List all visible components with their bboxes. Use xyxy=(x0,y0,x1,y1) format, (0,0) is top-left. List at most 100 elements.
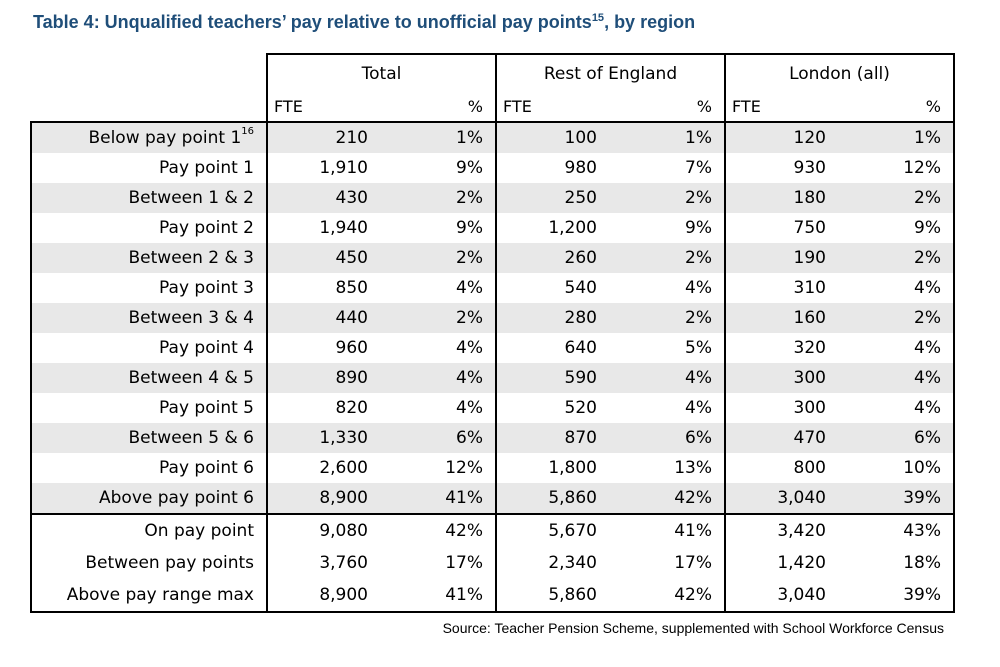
row-label: Above pay point 6 xyxy=(30,483,267,514)
fte-cell: 2,340 xyxy=(495,547,601,579)
pct-cell: 43% xyxy=(830,513,955,547)
pct-cell: 4% xyxy=(372,363,496,393)
pct-cell: 2% xyxy=(372,303,496,333)
fte-cell: 960 xyxy=(266,333,372,363)
row-label-text: Between 3 & 4 xyxy=(128,308,254,328)
pct-cell: 2% xyxy=(830,183,955,213)
pct-cell: 9% xyxy=(685,218,712,238)
table-row: Pay point 4 960 4% 640 5% 320 4% xyxy=(30,333,955,363)
pct-cell: 2% xyxy=(830,243,955,273)
row-label: Between 2 & 3 xyxy=(30,243,267,273)
fte-cell: 310 xyxy=(724,273,830,303)
fte-header: FTE xyxy=(266,93,372,122)
table-row: Pay point 6 2,600 12% 1,800 13% 800 10% xyxy=(30,453,955,483)
fte-cell: 100 xyxy=(495,121,601,153)
group-header-london: London (all) xyxy=(724,53,955,93)
pct-cell: 9% xyxy=(456,218,483,238)
pct-cell: 13% xyxy=(674,458,712,478)
group-header-rest-of-england: Rest of England xyxy=(495,53,725,93)
fte-cell: 320 xyxy=(724,333,830,363)
fte-cell: 250 xyxy=(495,183,601,213)
pct-cell: 4% xyxy=(830,333,955,363)
fte-cell: 260 xyxy=(495,243,601,273)
fte-cell: 590 xyxy=(495,363,601,393)
fte-cell: 430 xyxy=(266,183,372,213)
fte-cell: 930 xyxy=(724,153,830,183)
footnote-ref: 16 xyxy=(241,126,254,138)
fte-cell: 1,910 xyxy=(266,153,372,183)
row-label-text: On pay point xyxy=(144,521,254,541)
fte-cell: 850 xyxy=(266,273,372,303)
row-label: Between pay points xyxy=(30,547,267,579)
group-header-total: Total xyxy=(266,53,496,93)
fte-cell: 280 xyxy=(495,303,601,333)
row-label: Pay point 6 xyxy=(30,453,267,483)
fte-cell: 3,420 xyxy=(724,513,830,547)
pct-cell: 17% xyxy=(445,553,483,573)
pct-cell: 9% xyxy=(456,158,483,178)
pct-cell: 6% xyxy=(372,423,496,453)
table-row: Between 3 & 4 440 2% 280 2% 160 2% xyxy=(30,303,955,333)
row-label: Below pay point 116 xyxy=(30,121,267,153)
pct-cell: 2% xyxy=(601,183,725,213)
pct-cell: 4% xyxy=(456,398,483,418)
pct-cell: 2% xyxy=(372,183,496,213)
row-label: Pay point 2 xyxy=(30,213,267,243)
row-label-text: Pay point 4 xyxy=(159,338,254,358)
group-header-row: Total Rest of England London (all) xyxy=(31,53,955,93)
pct-cell: 39% xyxy=(830,579,955,613)
fte-cell: 890 xyxy=(266,363,372,393)
pct-cell: 2% xyxy=(372,243,496,273)
table-title: Table 4: Unqualified teachers’ pay relat… xyxy=(33,12,695,33)
row-label-text: Between 5 & 6 xyxy=(128,428,254,448)
fte-cell: 8,900 xyxy=(266,579,372,613)
pct-cell: 4% xyxy=(685,398,712,418)
fte-cell: 980 xyxy=(495,153,601,183)
pct-cell: 4% xyxy=(456,338,483,358)
row-label-text: Below pay point 1 xyxy=(88,128,242,148)
row-label: Pay point 1 xyxy=(30,153,267,183)
fte-cell: 190 xyxy=(724,243,830,273)
row-label-text: Above pay range max xyxy=(66,585,254,605)
table-row: Pay point 2 1,940 9% 1,200 9% 750 9% xyxy=(30,213,955,243)
pct-cell: 42% xyxy=(601,579,725,613)
fte-cell: 5,670 xyxy=(495,513,601,547)
pct-cell: 4% xyxy=(830,393,955,423)
pct-cell: 4% xyxy=(601,363,725,393)
pct-cell: 42% xyxy=(372,513,496,547)
fte-header: FTE xyxy=(724,93,830,122)
fte-cell: 450 xyxy=(266,243,372,273)
pct-cell: 17% xyxy=(674,553,712,573)
pct-cell: 9% xyxy=(830,213,955,243)
fte-cell: 1,420 xyxy=(724,547,830,579)
fte-cell: 520 xyxy=(495,393,601,423)
fte-cell: 440 xyxy=(266,303,372,333)
pct-cell: 4% xyxy=(456,278,483,298)
row-label: Between 4 & 5 xyxy=(30,363,267,393)
fte-cell: 9,080 xyxy=(266,513,372,547)
fte-cell: 210 xyxy=(266,121,372,153)
pct-cell: 42% xyxy=(601,483,725,514)
table-row: Between 4 & 5 890 4% 590 4% 300 4% xyxy=(30,363,955,393)
source-note: Source: Teacher Pension Scheme, suppleme… xyxy=(442,620,944,636)
fte-cell: 750 xyxy=(724,213,830,243)
fte-cell: 180 xyxy=(724,183,830,213)
pct-header: % xyxy=(601,93,725,122)
row-label-text: Pay point 3 xyxy=(159,278,254,298)
pct-cell: 39% xyxy=(830,483,955,514)
fte-cell: 300 xyxy=(724,363,830,393)
table-row: Above pay range max 8,900 41% 5,860 42% 3,040… xyxy=(30,579,955,613)
fte-cell: 3,040 xyxy=(724,483,830,514)
table-row: Above pay point 6 8,900 41% 5,860 42% 3,040 39… xyxy=(30,483,955,514)
row-label-text: Pay point 6 xyxy=(159,458,254,478)
row-label: Pay point 4 xyxy=(30,333,267,363)
row-label-text: Between 2 & 3 xyxy=(128,248,254,268)
fte-cell: 800 xyxy=(724,453,830,483)
pct-cell: 1% xyxy=(830,121,955,153)
pct-cell: 2% xyxy=(601,243,725,273)
fte-cell: 5,860 xyxy=(495,579,601,613)
table-row: Pay point 3 850 4% 540 4% 310 4% xyxy=(30,273,955,303)
pct-cell: 41% xyxy=(372,483,496,514)
fte-cell: 5,860 xyxy=(495,483,601,514)
pct-cell: 18% xyxy=(830,547,955,579)
